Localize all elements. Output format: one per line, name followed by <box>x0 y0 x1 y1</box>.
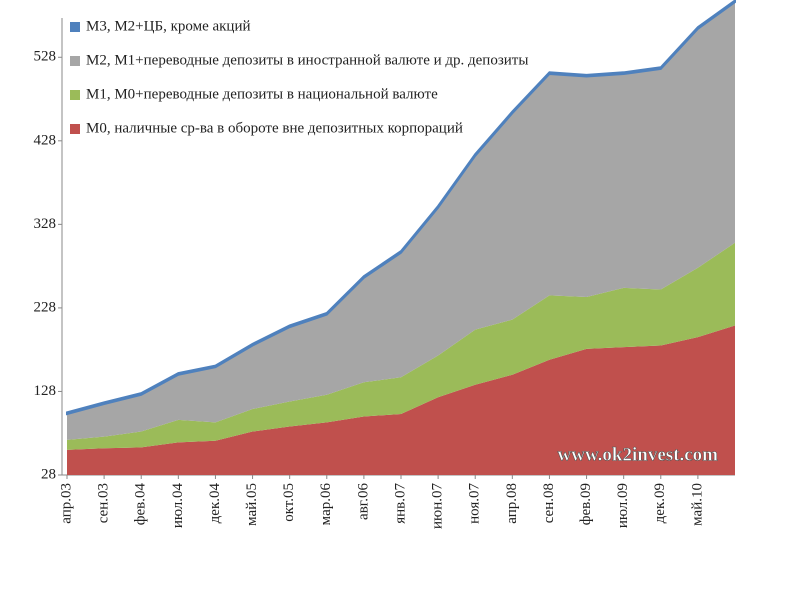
x-tick-label: мар.06 <box>318 483 334 526</box>
y-tick-label: 228 <box>34 299 57 315</box>
y-tick-label: 128 <box>34 383 57 399</box>
x-tick-label: фев.09 <box>578 483 594 525</box>
x-tick-label: авг.06 <box>355 483 371 520</box>
area <box>67 2 735 440</box>
x-tick-label: июл.04 <box>170 483 186 529</box>
x-tick-label: май.05 <box>244 483 260 526</box>
y-tick-label: 428 <box>34 132 57 148</box>
y-tick-label: 328 <box>34 216 57 232</box>
legend-swatch <box>70 56 80 66</box>
area <box>67 242 735 450</box>
x-tick-label: сен.08 <box>541 483 557 523</box>
area <box>67 325 735 475</box>
legend-swatch <box>70 124 80 134</box>
watermark: www.ok2invest.com <box>558 444 719 465</box>
x-tick-label: фев.04 <box>133 483 149 526</box>
legend-label: М3, М2+ЦБ, кроме акций <box>86 18 251 34</box>
x-tick-label: ноя.07 <box>467 483 483 524</box>
legend-swatch <box>70 22 80 32</box>
x-tick-label: дек.04 <box>207 483 223 524</box>
x-tick-label: апр.08 <box>504 483 520 524</box>
x-tick-label: апр.03 <box>58 483 74 524</box>
y-tick-label: 28 <box>41 466 56 482</box>
x-tick-label: окт.05 <box>281 483 297 522</box>
x-tick-label: дек.09 <box>652 483 668 523</box>
x-tick-label: июн.07 <box>430 483 446 530</box>
x-tick-label: сен.03 <box>96 483 112 523</box>
legend-label: М2, М1+переводные депозиты в иностранной… <box>86 52 528 68</box>
x-tick-label: янв.07 <box>392 483 408 524</box>
legend-label: М1, М0+переводные депозиты в национально… <box>86 86 438 102</box>
x-tick-label: июл.09 <box>615 483 631 528</box>
x-tick-label: май.10 <box>689 483 705 526</box>
area <box>66 0 736 416</box>
legend-swatch <box>70 90 80 100</box>
legend-label: М0, наличные ср-ва в обороте вне депозит… <box>86 120 463 136</box>
y-tick-label: 528 <box>34 49 57 65</box>
